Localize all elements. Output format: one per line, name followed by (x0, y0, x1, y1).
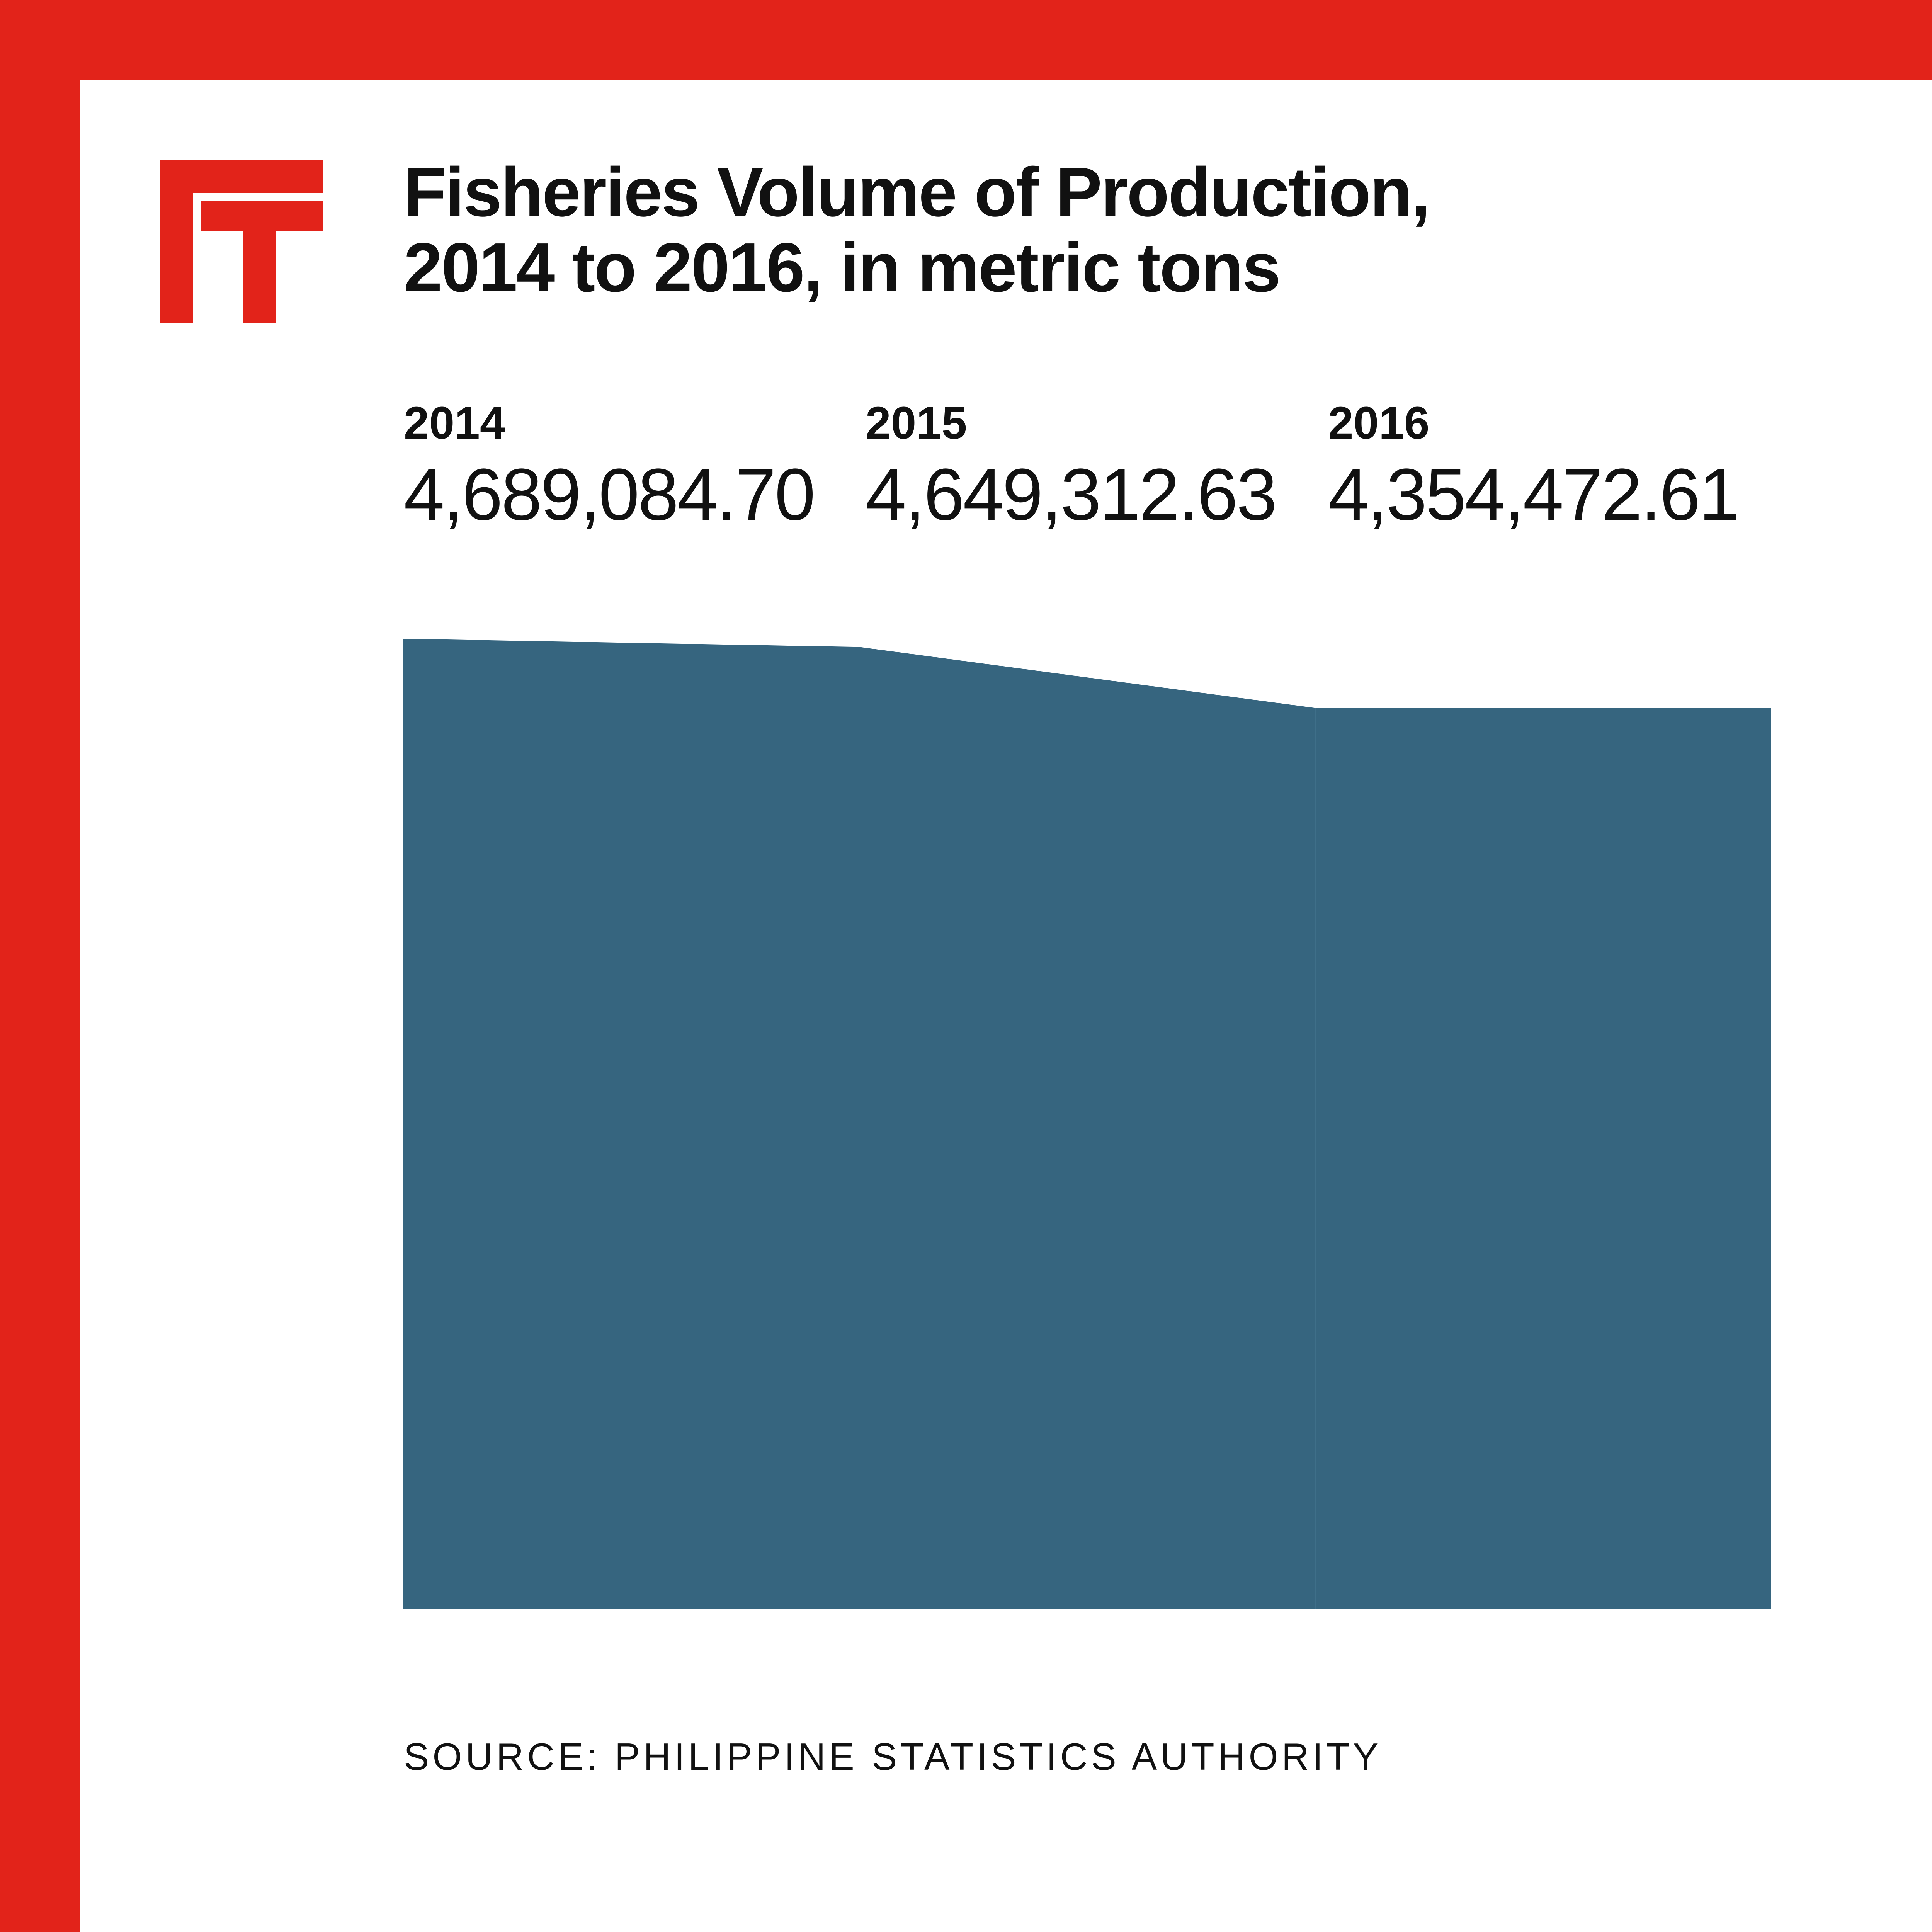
stat-2016: 2016 4,354,472.61 (1328, 394, 1740, 536)
stat-year: 2014 (404, 398, 505, 449)
stat-2015: 2015 4,649,312.63 (866, 394, 1277, 536)
ft-logo-icon (160, 160, 323, 323)
stat-value: 4,354,472.61 (1328, 454, 1740, 536)
title-line-1: Fisheries Volume of Production, (404, 153, 1430, 231)
stat-value: 4,689,084.70 (404, 454, 815, 536)
area-series-fill (403, 639, 1771, 1609)
stat-year: 2016 (1328, 398, 1430, 449)
chart-title: Fisheries Volume of Production, 2014 to … (404, 155, 1833, 305)
stat-value: 4,649,312.63 (866, 454, 1277, 536)
title-line-2: 2014 to 2016, in metric tons (404, 229, 1281, 306)
stat-2014: 2014 4,689,084.70 (404, 394, 815, 536)
red-frame-top (0, 0, 1932, 80)
stat-year: 2015 (866, 398, 967, 449)
source-note: SOURCE: PHILIPPINE STATISTICS AUTHORITY (404, 1735, 1382, 1778)
red-frame-left (0, 0, 80, 1932)
